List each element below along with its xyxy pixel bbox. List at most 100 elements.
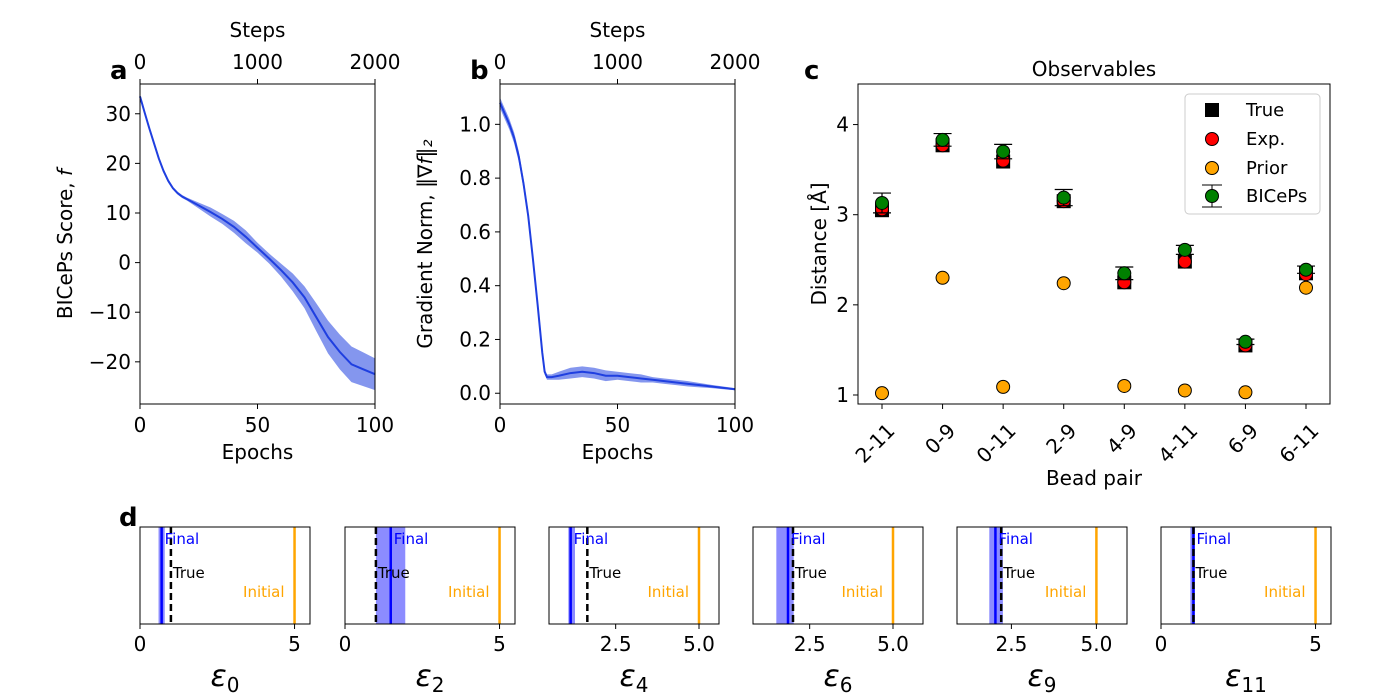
initial-label: Initial: [448, 583, 490, 601]
initial-label: Initial: [243, 583, 285, 601]
biceps-marker: [1299, 262, 1313, 277]
x-tick-label: 2-11: [850, 419, 899, 468]
x-axis-label: ε11: [1225, 659, 1267, 697]
x-tick-label: 2.5: [600, 632, 632, 656]
prior-marker: [1299, 280, 1313, 295]
y-axis-label: Distance [Å]: [807, 182, 831, 305]
x-tick-label: 0: [494, 413, 507, 437]
y-tick-label: 1: [836, 383, 849, 407]
prior-marker: [1056, 276, 1071, 291]
y-tick-label: 3: [836, 203, 849, 227]
epsilon-subscript: 9: [1044, 673, 1057, 697]
legend: True Exp. Prior BICePs: [1184, 93, 1321, 215]
epsilon-subplot-2: Final True Initial 0 5 ε2: [339, 526, 516, 697]
x-tick-label: 0: [134, 413, 147, 437]
legend-label-exp: Exp.: [1246, 129, 1285, 150]
series-line: [499, 102, 736, 391]
legend-label-prior: Prior: [1246, 158, 1288, 179]
y-tick-label: −10: [89, 300, 131, 324]
x-tick-label: 6-11: [1274, 419, 1323, 468]
x-tick-label: 0-11: [972, 419, 1021, 468]
top-x-tick-label: 2000: [350, 50, 401, 74]
biceps-marker: [996, 144, 1011, 159]
epsilon-symbol: ε: [620, 659, 636, 694]
x-tick-label: 5.0: [683, 632, 715, 656]
top-x-axis-label: Steps: [230, 18, 286, 42]
y-tick-label: 0: [118, 251, 131, 275]
y-tick-label: 0.4: [459, 274, 491, 298]
legend-true-marker: [1205, 103, 1219, 117]
x-tick-label: 2-9: [1041, 419, 1081, 459]
axes-frame: [1160, 526, 1332, 625]
x-axis-label: ε6: [824, 659, 853, 697]
epsilon-symbol: ε: [824, 659, 840, 694]
x-tick-label: 50: [245, 413, 270, 437]
x-axis-label: ε9: [1028, 659, 1057, 697]
x-tick-label: 50: [605, 413, 630, 437]
epsilon-symbol: ε: [1028, 659, 1044, 694]
final-label: Final: [791, 530, 826, 548]
uncertainty-band: [500, 97, 735, 391]
initial-label: Initial: [1264, 583, 1306, 601]
epsilon-subscript: 6: [840, 673, 853, 697]
legend-exp-marker: [1205, 132, 1219, 146]
y-axis-label-text: Gradient Norm,: [413, 188, 437, 349]
panel-letter-a: a: [110, 56, 128, 86]
axes-frame: [857, 83, 1331, 405]
x-tick-label: 6-9: [1223, 419, 1263, 459]
axes-frame: [499, 83, 736, 405]
y-tick-label: 2: [836, 293, 849, 317]
epsilon-subscript: 4: [636, 673, 649, 697]
biceps-marker: [935, 132, 950, 147]
epsilon-subplot-6: Final True Initial 2.5 5.0 ε6: [752, 526, 924, 697]
y-tick-label: 4: [836, 113, 849, 137]
top-x-tick-label: 1000: [592, 50, 643, 74]
x-axis-label: Epochs: [582, 440, 654, 464]
x-tick-label: 2.5: [794, 632, 826, 656]
biceps-marker: [1056, 190, 1071, 205]
final-label: Final: [574, 530, 609, 548]
final-uncertainty-band: [776, 527, 794, 624]
panel-a: 0 50 1000 1000 20003020100−10−20EpochsStepsB…: [53, 18, 400, 464]
y-tick-label: 10: [106, 201, 131, 225]
x-tick-label: 2.5: [995, 632, 1027, 656]
prior-marker: [875, 386, 889, 401]
chart-title: Observables: [1032, 57, 1156, 81]
epsilon-subscript: 0: [227, 673, 240, 697]
biceps-marker: [1177, 242, 1192, 257]
panel-c: 2-11 0-9 0-11 2-9 4-9 4-11 6-9 6-11 1 2 3 4 Observab…: [807, 57, 1331, 490]
y-tick-label: 0.8: [459, 166, 491, 190]
top-x-tick-label: 1000: [232, 50, 283, 74]
true-label: True: [377, 564, 410, 582]
true-label: True: [588, 564, 621, 582]
final-label: Final: [998, 530, 1033, 548]
prior-marker: [1117, 378, 1132, 393]
x-tick-label: 5: [288, 632, 301, 656]
axes-frame: [548, 526, 720, 625]
axes-frame: [139, 526, 311, 625]
y-tick-label: 0.2: [459, 327, 491, 351]
true-label: True: [794, 564, 827, 582]
panel-letter-c: c: [804, 56, 819, 86]
initial-label: Initial: [841, 583, 883, 601]
true-label: True: [1002, 564, 1035, 582]
x-tick-label: 0: [134, 632, 147, 656]
y-axis-label-symbol: f: [53, 166, 77, 176]
y-axis-label: BICePs Score, f: [53, 166, 77, 319]
prior-marker: [996, 379, 1011, 394]
initial-label: Initial: [1045, 583, 1087, 601]
epsilon-symbol: ε: [416, 659, 432, 694]
top-x-tick-label: 0: [134, 50, 147, 74]
epsilon-symbol: ε: [1225, 659, 1241, 694]
legend-prior-marker: [1205, 161, 1219, 175]
axes-frame: [956, 526, 1128, 625]
x-tick-label: 4-9: [1102, 419, 1142, 459]
x-tick-label: 4-11: [1153, 419, 1202, 468]
panel-b: 0 50 1000 1000 20000.00.20.40.60.81.0EpochsS…: [413, 18, 760, 464]
final-label: Final: [394, 530, 429, 548]
y-tick-label: 0.0: [459, 381, 491, 405]
y-axis-label-symbol: ‖∇f‖₂: [413, 139, 437, 187]
final-label: Final: [165, 530, 200, 548]
y-axis-label-text: BICePs Score,: [53, 176, 77, 319]
final-label: Final: [1196, 530, 1231, 548]
